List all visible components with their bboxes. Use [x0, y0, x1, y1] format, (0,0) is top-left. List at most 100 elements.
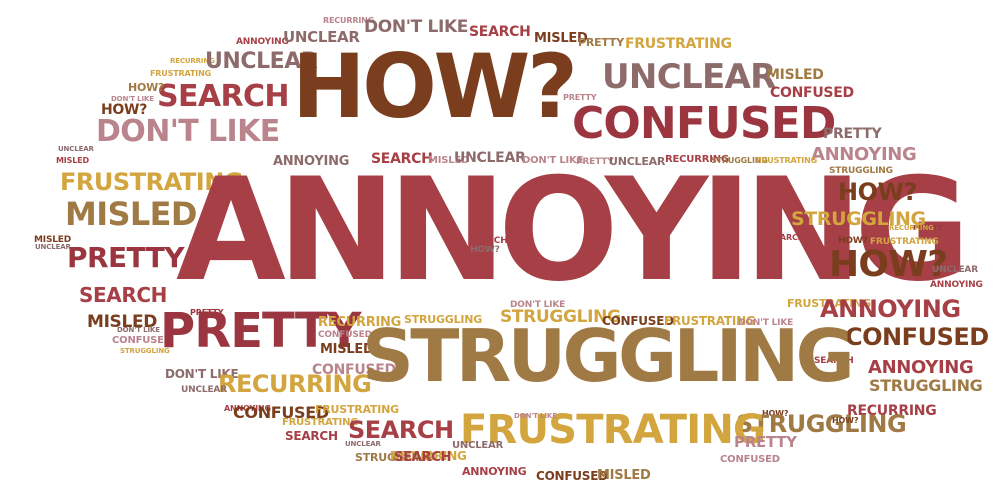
cloud-word: CONFUSED: [318, 330, 372, 340]
cloud-word: SEARCH: [394, 450, 452, 465]
cloud-word: DON'T LIKE: [111, 95, 154, 103]
cloud-word: FRUSTRATING: [664, 314, 756, 328]
cloud-word: RECURRING: [318, 315, 402, 330]
cloud-word: HOW?: [762, 409, 789, 418]
cloud-word: HOW?: [838, 236, 868, 246]
cloud-word: STRUGGLING: [355, 451, 434, 464]
cloud-word: SEARCH: [79, 283, 167, 307]
cloud-word: ANNOYING: [868, 357, 974, 378]
cloud-word: HOW?: [470, 245, 500, 255]
cloud-word: DON'T LIKE: [522, 155, 584, 166]
cloud-word: STRUGGLING: [500, 307, 621, 327]
cloud-word: DON'T LIKE: [514, 412, 557, 420]
cloud-word: CONFUSED: [845, 323, 989, 351]
cloud-word: CONFUSED: [770, 85, 854, 101]
cloud-word: UNCLEAR: [609, 155, 666, 168]
cloud-word: FRUSTRATING: [282, 417, 359, 428]
cloud-word: SEARCH: [468, 236, 508, 246]
cloud-word: ANNOYING: [930, 280, 983, 290]
cloud-word: HOW?: [832, 416, 859, 425]
cloud-word: PRETTY: [563, 93, 597, 102]
cloud-word: HOW?: [128, 81, 165, 94]
cloud-word: UNCLEAR: [452, 440, 504, 451]
cloud-word: SEARCH: [371, 151, 433, 167]
cloud-word: MISLED: [56, 156, 89, 165]
cloud-word: DON'T LIKE: [364, 17, 469, 37]
cloud-word: SEARCH: [769, 233, 805, 242]
cloud-word: SEARCH: [348, 416, 454, 444]
cloud-word: DON'T LIKE: [510, 300, 566, 310]
cloud-word: FRUSTRATING: [625, 36, 732, 52]
cloud-word: RECURRING: [170, 57, 215, 65]
cloud-word: PRETTY: [160, 303, 361, 359]
cloud-word: STRUGGLING: [791, 208, 926, 230]
cloud-word: PRETTY: [913, 224, 943, 232]
cloud-word: HOW?: [292, 35, 578, 138]
cloud-word: UNCLEAR: [181, 385, 227, 395]
cloud-word: UNCLEAR: [58, 145, 94, 153]
cloud-word: HOW?: [101, 102, 148, 118]
cloud-word: UNCLEAR: [345, 440, 381, 448]
cloud-word: STRUGGLING: [736, 410, 907, 438]
cloud-word: MISLED: [534, 31, 588, 46]
cloud-word: MISLED: [65, 195, 197, 233]
cloud-word: ANNOYING: [224, 404, 271, 413]
cloud-word: ANNOYING: [462, 465, 527, 478]
cloud-word: CONFUSED: [233, 403, 329, 422]
cloud-word: RECURRING: [218, 370, 372, 398]
cloud-word: HOW?: [829, 244, 948, 285]
cloud-word: UNCLEAR: [454, 150, 526, 166]
cloud-word: PRETTY: [578, 36, 624, 49]
cloud-word: ANNOYING: [236, 37, 289, 47]
cloud-word: STRUGGLING: [404, 313, 483, 326]
cloud-word: FRUSTRATING: [315, 403, 399, 416]
cloud-word: DON'T LIKE: [96, 114, 280, 149]
cloud-word: CONFUSED: [572, 98, 836, 149]
cloud-word: DON'T LIKE: [117, 326, 160, 334]
cloud-word: PRETTY: [190, 308, 224, 317]
cloud-word: FRUSTRATING: [60, 168, 244, 196]
cloud-word: MISLED: [428, 155, 470, 166]
cloud-word: CONFUSED: [720, 454, 780, 465]
cloud-word: CONFUSED: [536, 469, 608, 483]
cloud-word: DON'T LIKE: [165, 367, 239, 381]
cloud-word: FRUSTRATING: [460, 407, 766, 453]
cloud-word: RECURRING: [665, 154, 729, 165]
cloud-word: UNCLEAR: [35, 243, 71, 251]
cloud-word: ANNOYING: [176, 148, 971, 313]
cloud-word: RECURRING: [323, 16, 375, 25]
cloud-word: UNCLEAR: [932, 265, 978, 275]
cloud-word: PRETTY: [576, 157, 614, 167]
cloud-word: MISLED: [34, 235, 72, 245]
cloud-word: PRETTY: [823, 126, 882, 142]
cloud-word: UNCLEAR: [205, 49, 318, 74]
cloud-word: SEARCH: [285, 429, 338, 443]
cloud-word: MISLED: [87, 312, 158, 332]
cloud-word: CONFUSED: [602, 314, 674, 328]
cloud-word: ANNOYING: [820, 295, 961, 323]
cloud-word: FRUSTRATING: [787, 297, 871, 310]
cloud-word: STRUGGLING: [869, 376, 983, 395]
cloud-word: SEARCH: [814, 356, 854, 366]
cloud-word: UNCLEAR: [283, 28, 360, 46]
cloud-word: MISLED: [320, 342, 374, 357]
cloud-word: STRUGGLING: [362, 314, 855, 398]
cloud-word: PRETTY: [67, 241, 185, 274]
cloud-word: HOW?: [838, 178, 917, 206]
cloud-word: SEARCH: [157, 79, 290, 114]
cloud-word: FRUSTRATING: [756, 156, 818, 165]
cloud-word: RECURRING: [390, 449, 467, 463]
cloud-word: STRUGGLING: [829, 166, 893, 176]
cloud-word: ANNOYING: [273, 154, 350, 169]
cloud-word: UNCLEAR: [602, 57, 776, 97]
cloud-word: CONFUSED: [312, 362, 396, 378]
cloud-word: RECURRING: [889, 224, 934, 232]
cloud-word: ANNOYING: [811, 144, 917, 165]
cloud-word: STRUGGLING: [711, 156, 768, 165]
cloud-word: FRUSTRATING: [870, 237, 939, 247]
cloud-word: SEARCH: [469, 24, 531, 40]
cloud-word: DON'T LIKE: [738, 318, 794, 328]
cloud-word: PRETTY: [734, 433, 797, 451]
cloud-word: FRUSTRATING: [150, 69, 212, 78]
